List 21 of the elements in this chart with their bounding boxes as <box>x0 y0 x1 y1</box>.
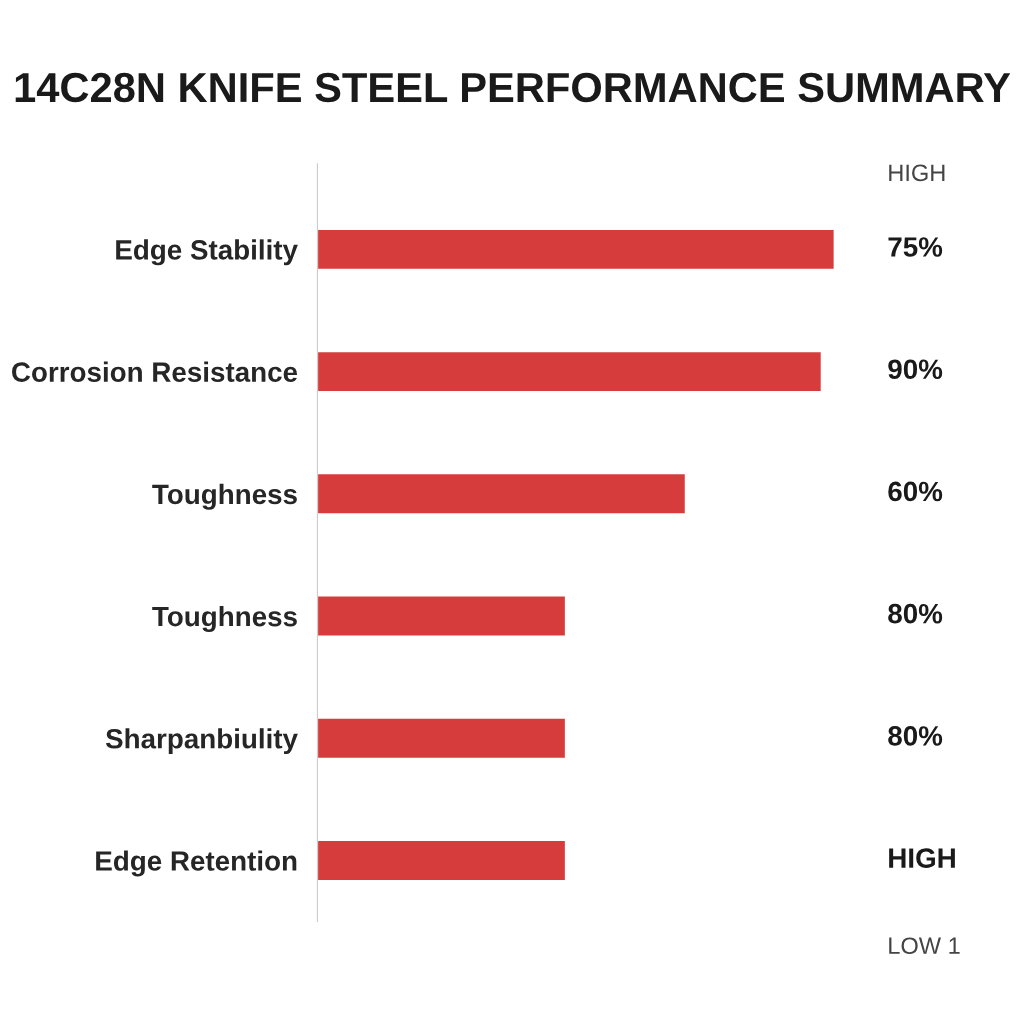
text: 80% <box>888 726 943 746</box>
y-tick-label: Edge Stability <box>116 239 298 266</box>
bar <box>317 717 567 760</box>
bar <box>317 350 823 393</box>
text: HIGH <box>889 848 955 868</box>
text: 60% <box>888 481 943 502</box>
y-tick-label: Toughness <box>152 483 297 510</box>
y-tick-label: Edge Retention <box>96 850 297 877</box>
y-tick-label: Corrosion Resistance <box>12 361 298 382</box>
text: 80% <box>888 603 943 624</box>
text: HIGH <box>889 164 945 182</box>
text: 90% <box>888 359 943 380</box>
text: LOW 1 <box>889 937 960 955</box>
bar <box>317 472 687 515</box>
chart-title: 14C28N KNIFE STEEL PERFORMANCE SUMMARY <box>15 72 1011 103</box>
bar <box>317 839 567 882</box>
bar <box>317 595 567 637</box>
text: 75% <box>888 237 943 257</box>
bar <box>317 228 836 271</box>
y-tick-label: Toughness <box>152 605 297 632</box>
y-tick-label: Sharpanbiulity <box>105 728 298 755</box>
